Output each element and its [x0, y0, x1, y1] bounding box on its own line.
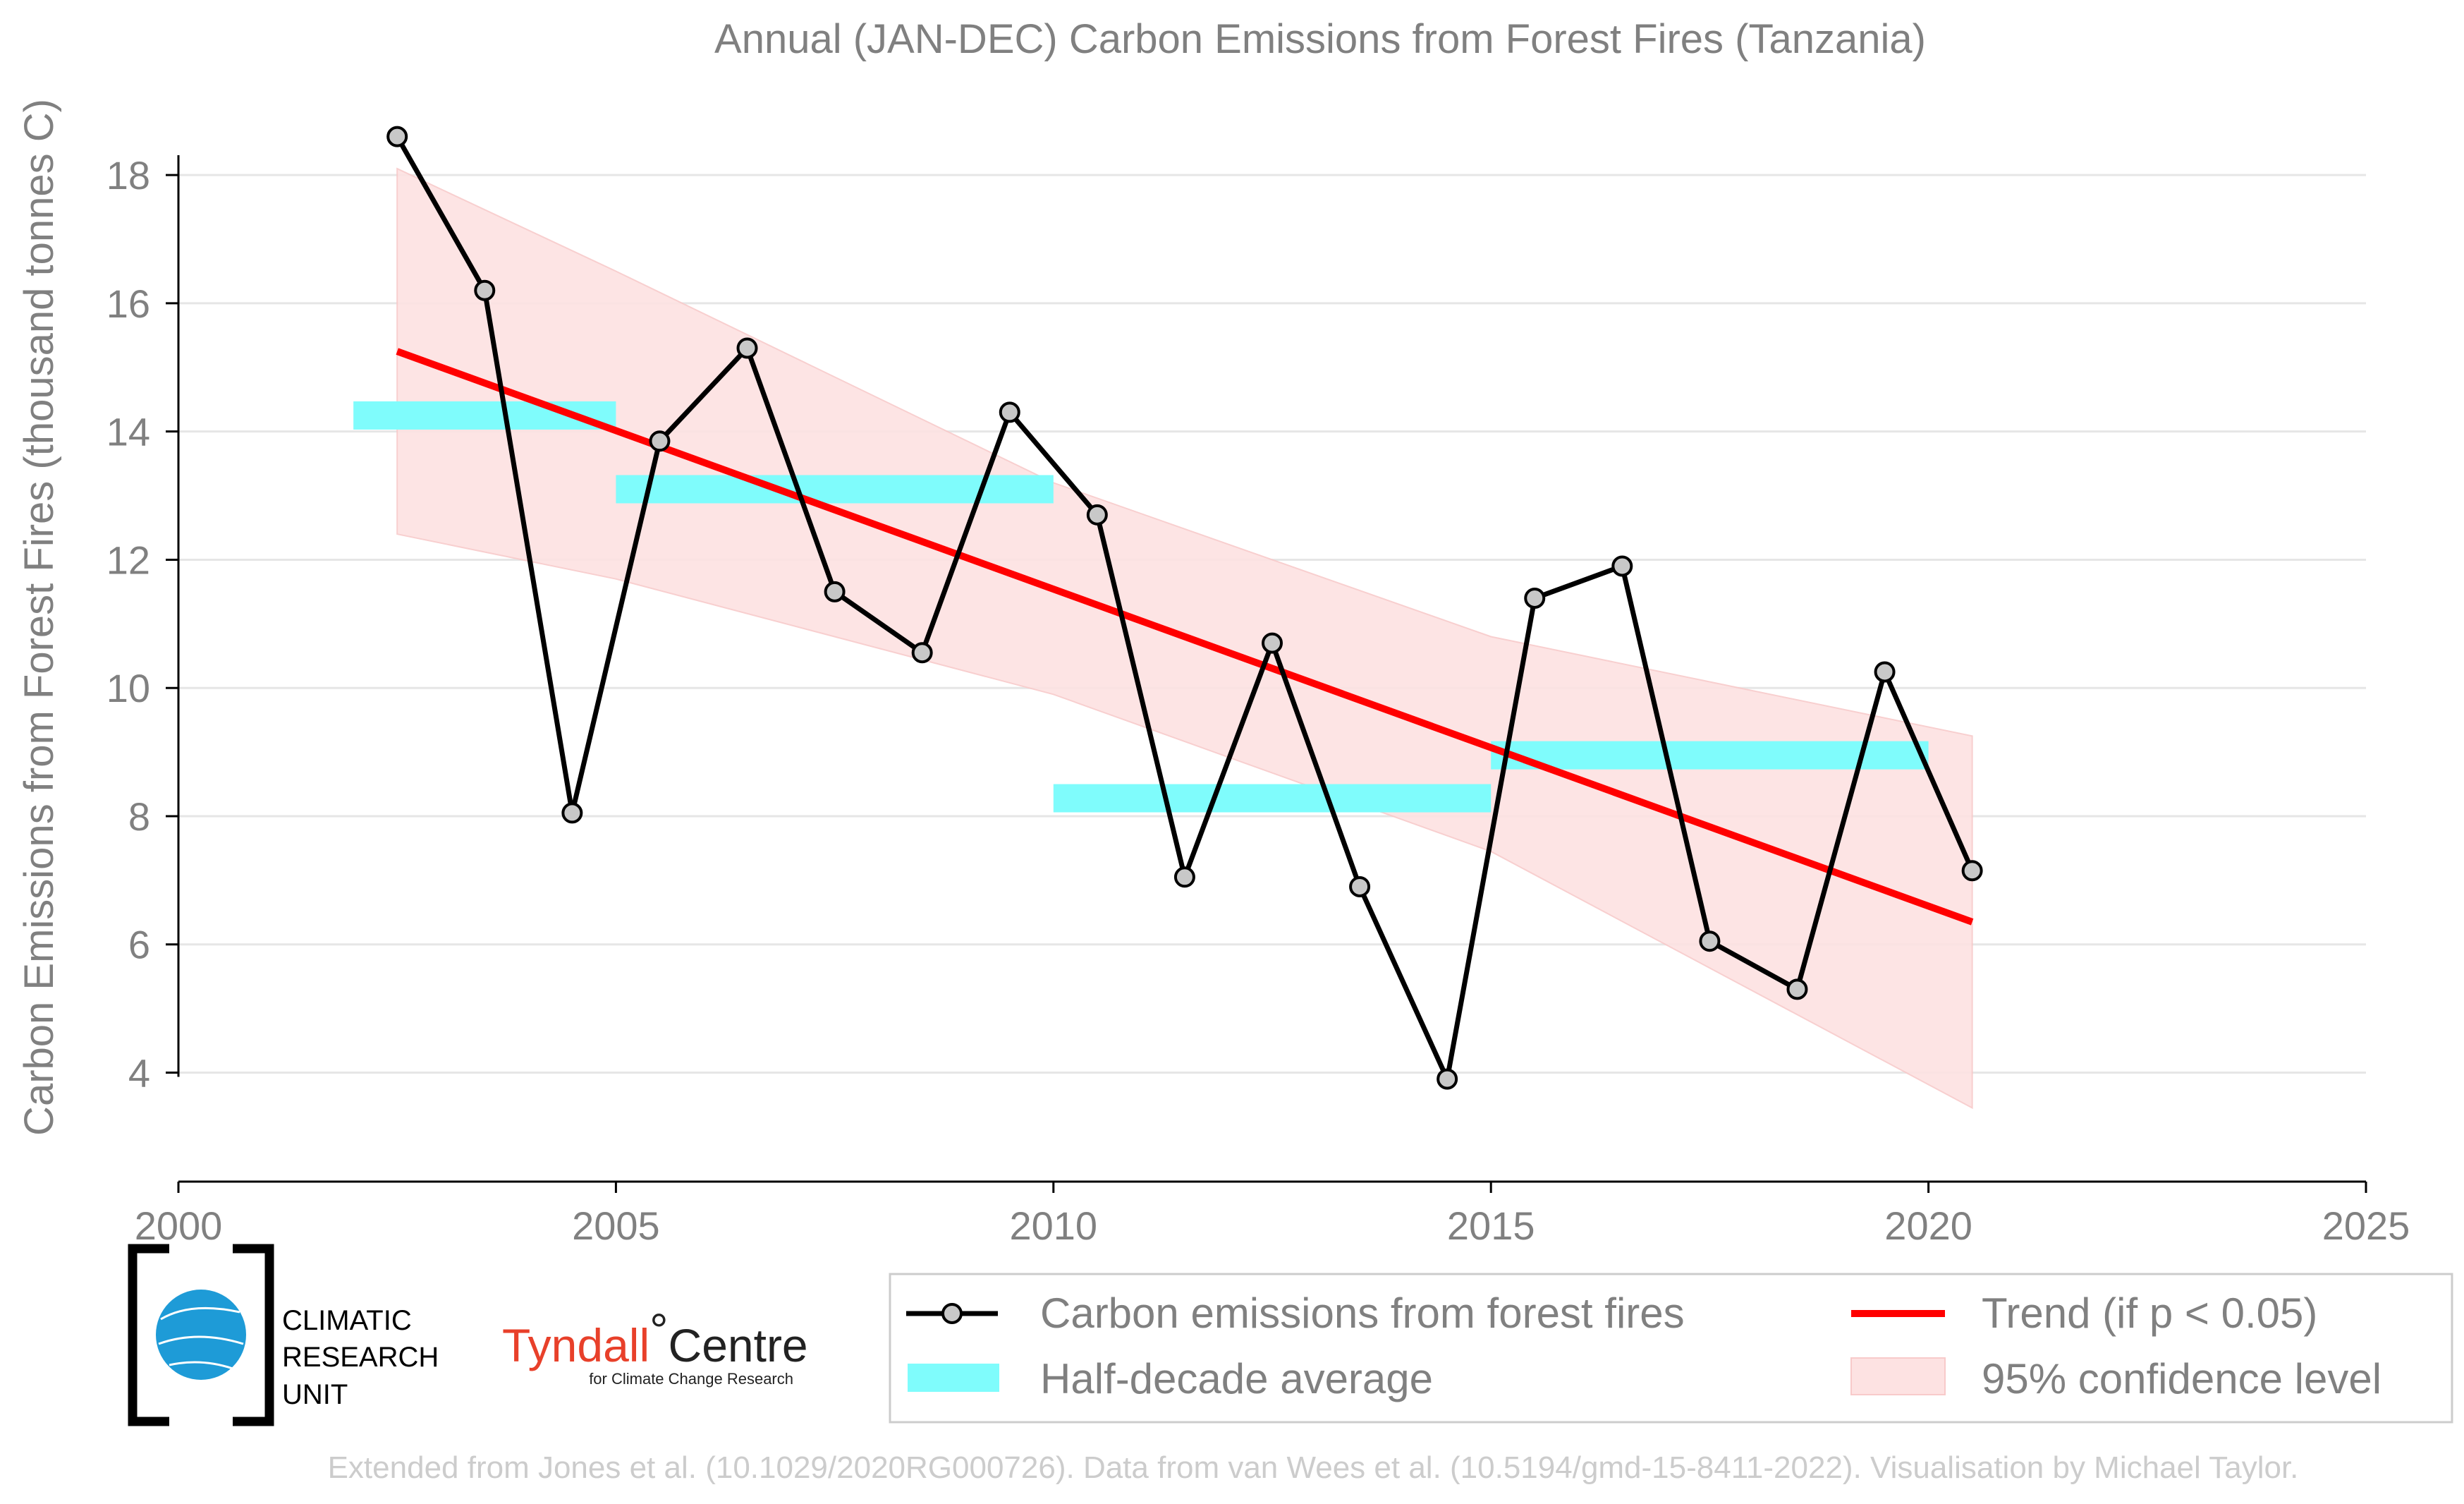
y-tick-label-4: 4	[128, 1051, 150, 1096]
axes	[166, 155, 2367, 1193]
plot-area: 4 6 8 10 12 14 16 18 2000 2005 2010 2015 2020 2025	[106, 126, 2410, 1248]
tick-labels: 4 6 8 10 12 14 16 18 2000 2005 2010 2015 2020 2025	[106, 153, 2410, 1248]
x-tick-label-2005: 2005	[572, 1203, 660, 1248]
y-tick-label-12: 12	[106, 538, 150, 582]
emissions-point-8	[1086, 504, 1108, 526]
emissions-point-15	[1699, 930, 1721, 952]
cru-logo: CLIMATIC RESEARCH UNIT	[128, 1244, 439, 1426]
chart-title: Annual (JAN-DEC) Carbon Emissions from F…	[714, 16, 1926, 62]
emissions-point-14	[1611, 555, 1633, 577]
legend-label-confidence: 95% confidence level	[1982, 1355, 2381, 1402]
y-tick-label-14: 14	[106, 410, 150, 454]
y-tick-label-6: 6	[128, 923, 150, 967]
emissions-point-5	[824, 581, 846, 602]
emissions-point-2	[561, 802, 583, 824]
emissions-point-11	[1349, 875, 1371, 897]
emissions-point-1	[474, 279, 496, 301]
y-tick-label-10: 10	[106, 666, 150, 710]
y-tick-label-8: 8	[128, 794, 150, 839]
tyndall-logo-main: Tyndall	[502, 1319, 649, 1371]
legend-marker-emissions	[941, 1303, 963, 1324]
x-tick-label-2015: 2015	[1447, 1203, 1535, 1248]
tyndall-logo-degree: °	[649, 1304, 668, 1356]
cru-logo-line1: CLIMATIC	[282, 1305, 412, 1336]
x-tick-label-2025: 2025	[2322, 1203, 2410, 1248]
emissions-point-7	[999, 401, 1020, 423]
half-decade-bar-2	[1053, 784, 1492, 813]
tyndall-logo: Tyndall°Centre for Climate Change Resear…	[502, 1304, 808, 1388]
legend-label-emissions: Carbon emissions from forest fires	[1040, 1290, 1685, 1337]
emissions-point-12	[1437, 1068, 1458, 1090]
cru-logo-line2: RESEARCH	[282, 1342, 439, 1373]
footer-credits: Extended from Jones et al. (10.1029/2020…	[328, 1450, 2299, 1485]
y-tick-label-18: 18	[106, 153, 150, 198]
cru-logo-line3: UNIT	[282, 1379, 348, 1410]
svg-text:Tyndall°Centre: Tyndall°Centre	[502, 1304, 808, 1371]
emissions-point-17	[1874, 661, 1896, 683]
y-tick-label-16: 16	[106, 281, 150, 326]
legend-frame	[889, 1273, 2453, 1424]
emissions-point-18	[1961, 860, 1983, 882]
trend-line	[396, 348, 1974, 926]
emissions-point-9	[1173, 866, 1195, 888]
x-tick-label-2020: 2020	[1884, 1203, 1972, 1248]
legend: Carbon emissions from forest fires Half-…	[889, 1273, 2453, 1424]
emissions-point-3	[649, 430, 671, 452]
emissions-series-layer	[386, 126, 1983, 1090]
emissions-point-13	[1524, 587, 1546, 609]
legend-label-trend: Trend (if p < 0.05)	[1982, 1290, 2317, 1337]
emissions-point-4	[736, 337, 758, 359]
y-axis-label: Carbon Emissions from Forest Fires (thou…	[16, 99, 62, 1136]
legend-swatch-half-decade	[908, 1364, 999, 1392]
x-tick-label-2010: 2010	[1010, 1203, 1098, 1248]
emissions-point-6	[911, 642, 933, 664]
half-decade-bar-3	[1491, 741, 1929, 770]
tyndall-logo-centre: Centre	[669, 1319, 808, 1371]
emissions-point-0	[386, 126, 408, 147]
emissions-point-16	[1786, 978, 1808, 1000]
legend-swatch-confidence	[1850, 1357, 1946, 1395]
legend-label-half-decade: Half-decade average	[1040, 1355, 1433, 1402]
x-tick-label-2000: 2000	[135, 1203, 223, 1248]
trend-layer	[396, 348, 1974, 926]
tyndall-logo-sub: for Climate Change Research	[589, 1370, 793, 1388]
emissions-point-10	[1262, 632, 1283, 654]
